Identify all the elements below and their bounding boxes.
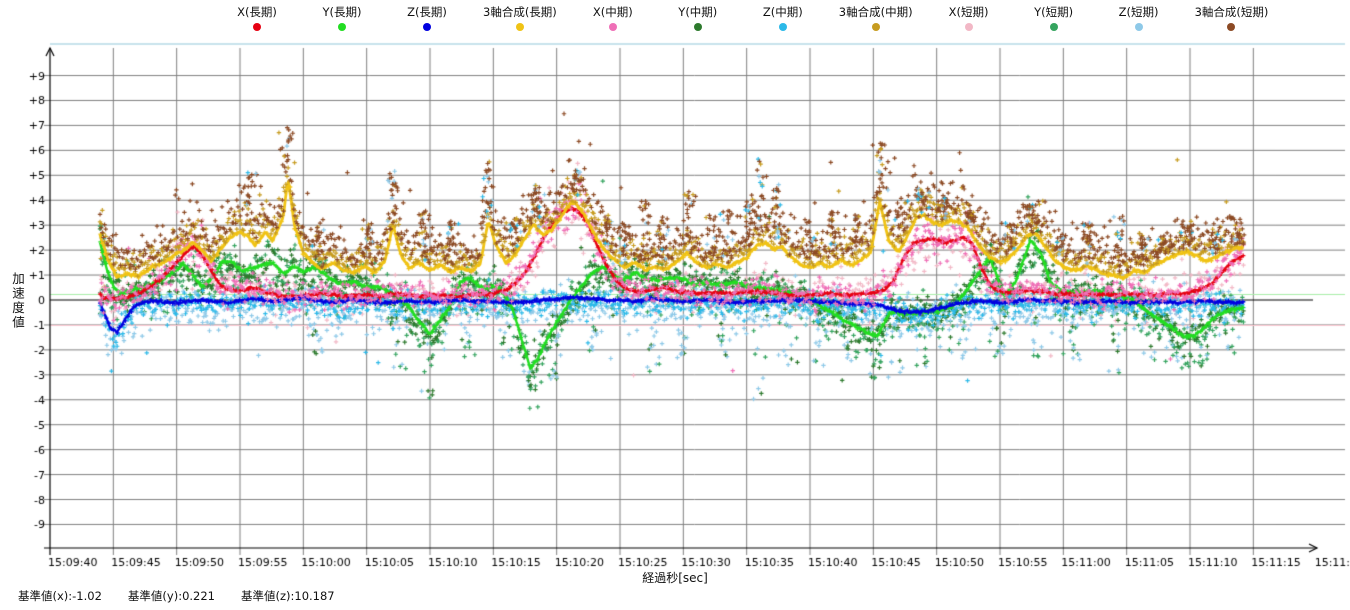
baseline-z-value: 基準値(z):10.187 [241, 589, 335, 603]
legend-item-6: Y(中期) [669, 5, 727, 31]
legend-color-dot [871, 23, 880, 31]
x-axis-title: 経過秒[sec] [642, 571, 708, 585]
legend-item-9: X(短期) [940, 5, 998, 31]
legend-color-dot [1134, 23, 1143, 31]
baseline-x-value: 基準値(x):-1.02 [18, 589, 102, 603]
legend-label: Y(長期) [322, 5, 362, 19]
baseline-y-value: 基準値(y):0.221 [127, 589, 215, 603]
legend-color-dot [515, 23, 524, 31]
legend-item-11: Z(短期) [1110, 5, 1168, 31]
legend-color-dot [1227, 23, 1236, 31]
legend-color-dot [423, 23, 431, 31]
legend-label: Z(長期) [407, 5, 447, 19]
legend-label: Y(中期) [678, 5, 718, 19]
y-axis-title: 加速度値 [10, 272, 25, 330]
legend-item-7: Z(中期) [754, 5, 812, 31]
legend-item-3: Z(長期) [398, 5, 456, 31]
legend-item-1: X(長期) [228, 5, 286, 31]
legend-label: Y(短期) [1034, 5, 1074, 19]
legend-label: X(短期) [948, 5, 989, 19]
legend-color-dot [1049, 23, 1058, 31]
legend-item-10: Y(短期) [1025, 5, 1083, 31]
legend-label: 3軸合成(短期) [1194, 5, 1269, 19]
legend-label: Z(中期) [762, 5, 803, 19]
legend-color-dot [778, 23, 787, 31]
legend-item-5: X(中期) [584, 5, 642, 31]
legend-label: X(中期) [592, 5, 633, 19]
legend-label: 3軸合成(中期) [838, 5, 913, 19]
legend-color-dot [338, 23, 346, 31]
chart-legend: X(長期) Y(長期) Z(長期) 3軸合成(長期) X(中期) Y(中期) Z(中期) 3軸… [228, 5, 1268, 31]
legend-item-2: Y(長期) [313, 5, 371, 31]
legend-item-8: 3軸合成(中期) [839, 5, 913, 31]
legend-item-4: 3軸合成(長期) [483, 5, 557, 31]
legend-label: Z(短期) [1118, 5, 1159, 19]
legend-color-dot [964, 23, 973, 31]
legend-item-12: 3軸合成(短期) [1194, 5, 1269, 31]
baseline-values: 基準値(x):-1.02 基準値(y):0.221 基準値(z):10.187 [18, 588, 335, 604]
legend-color-dot [253, 23, 261, 31]
legend-color-dot [693, 23, 702, 31]
legend-color-dot [608, 23, 617, 31]
legend-label: X(長期) [237, 5, 277, 19]
legend-label: 3軸合成(長期) [483, 5, 557, 19]
